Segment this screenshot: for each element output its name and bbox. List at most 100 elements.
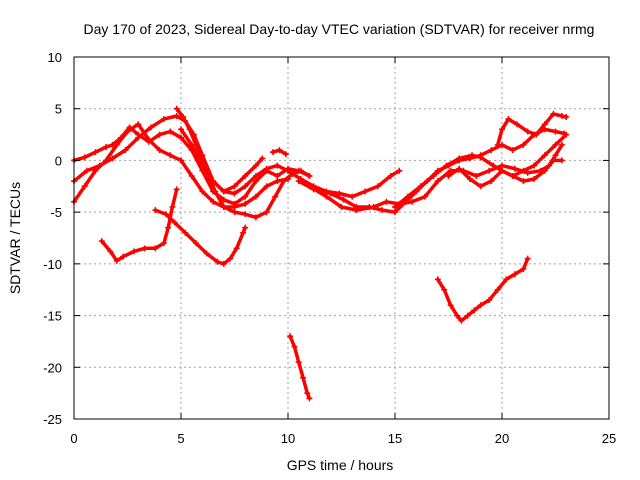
data-point bbox=[477, 154, 484, 161]
data-point bbox=[109, 155, 116, 162]
data-point bbox=[552, 141, 559, 148]
data-point bbox=[370, 203, 377, 210]
data-point bbox=[103, 143, 110, 150]
data-point bbox=[477, 302, 484, 309]
chart-title: Day 170 of 2023, Sidereal Day-to-day VTE… bbox=[84, 21, 595, 37]
data-point bbox=[299, 374, 306, 381]
data-point bbox=[524, 255, 531, 262]
data-point bbox=[171, 219, 178, 226]
data-point bbox=[486, 297, 493, 304]
data-point bbox=[396, 167, 403, 174]
data-point bbox=[220, 203, 227, 210]
y-axis-label: SDTVAR / TECUs bbox=[7, 182, 23, 294]
data-point bbox=[280, 178, 287, 185]
data-point bbox=[178, 126, 184, 133]
data-point bbox=[477, 183, 484, 190]
data-point bbox=[524, 169, 531, 176]
data-point bbox=[362, 188, 369, 195]
data-point bbox=[520, 167, 527, 174]
data-point bbox=[107, 248, 114, 255]
data-point bbox=[445, 172, 452, 179]
data-point bbox=[513, 121, 520, 128]
data-point bbox=[135, 121, 142, 128]
data-point bbox=[434, 178, 441, 185]
y-tick-label: 5 bbox=[55, 102, 62, 117]
data-point bbox=[466, 176, 473, 183]
data-point bbox=[323, 193, 330, 200]
data-point bbox=[113, 141, 120, 148]
data-point bbox=[285, 167, 291, 174]
series-track-l bbox=[494, 110, 570, 148]
data-point bbox=[306, 172, 313, 179]
data-point bbox=[178, 157, 184, 164]
series-line bbox=[286, 169, 402, 199]
data-point bbox=[135, 134, 142, 141]
data-point bbox=[379, 207, 386, 214]
data-point bbox=[511, 271, 518, 278]
data-point bbox=[338, 203, 345, 210]
y-tick-label: -15 bbox=[43, 309, 62, 324]
data-point bbox=[188, 172, 195, 179]
data-point bbox=[387, 172, 394, 179]
series-track-e bbox=[178, 126, 266, 195]
data-point bbox=[392, 209, 398, 216]
data-point bbox=[252, 162, 259, 169]
data-point bbox=[505, 116, 512, 123]
data-point bbox=[203, 250, 210, 257]
data-point bbox=[81, 183, 88, 190]
data-point bbox=[192, 240, 199, 247]
data-point bbox=[210, 178, 217, 185]
data-point bbox=[488, 147, 495, 154]
data-point bbox=[165, 224, 172, 231]
data-point bbox=[141, 245, 148, 252]
x-tick-label: 10 bbox=[281, 431, 295, 446]
data-point bbox=[520, 178, 527, 185]
data-point bbox=[295, 359, 302, 366]
data-point bbox=[383, 198, 390, 205]
grid bbox=[74, 57, 609, 419]
data-point bbox=[220, 196, 227, 203]
data-point bbox=[120, 253, 127, 260]
series-line bbox=[446, 158, 564, 189]
data-point bbox=[233, 245, 240, 252]
data-point bbox=[552, 128, 559, 135]
data-point bbox=[494, 141, 501, 148]
data-point bbox=[464, 312, 471, 319]
data-point bbox=[454, 312, 461, 319]
data-point bbox=[473, 172, 480, 179]
data-point bbox=[242, 183, 249, 190]
series-line bbox=[174, 106, 312, 220]
data-point bbox=[520, 266, 527, 273]
data-point bbox=[456, 155, 463, 162]
series-track-o bbox=[287, 333, 313, 402]
series-group bbox=[71, 105, 570, 402]
data-point bbox=[520, 141, 527, 148]
data-point bbox=[541, 126, 548, 133]
data-point bbox=[499, 167, 505, 174]
data-point bbox=[83, 167, 90, 174]
data-point bbox=[173, 105, 180, 112]
data-point bbox=[167, 152, 174, 159]
data-point bbox=[531, 162, 538, 169]
data-point bbox=[353, 207, 360, 214]
data-point bbox=[291, 343, 298, 350]
data-point bbox=[392, 203, 398, 210]
data-point bbox=[220, 188, 227, 195]
data-point bbox=[486, 167, 493, 174]
data-point bbox=[494, 286, 501, 293]
data-point bbox=[242, 172, 249, 179]
data-point bbox=[231, 183, 238, 190]
data-point bbox=[306, 183, 313, 190]
series-line bbox=[100, 187, 179, 263]
data-point bbox=[533, 131, 540, 138]
data-point bbox=[242, 193, 249, 200]
x-tick-label: 20 bbox=[495, 431, 509, 446]
data-point bbox=[81, 154, 88, 161]
data-point bbox=[263, 165, 270, 172]
series-track-f bbox=[270, 147, 289, 158]
data-point bbox=[441, 286, 448, 293]
data-point bbox=[160, 240, 167, 247]
data-point bbox=[499, 126, 505, 133]
data-point bbox=[469, 152, 476, 159]
